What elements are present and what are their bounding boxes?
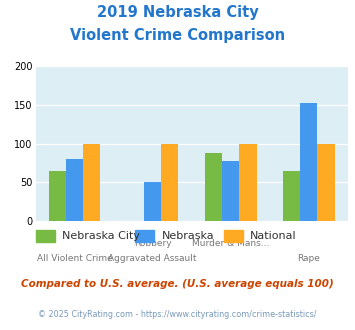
- Text: Nebraska City: Nebraska City: [62, 231, 140, 241]
- Text: © 2025 CityRating.com - https://www.cityrating.com/crime-statistics/: © 2025 CityRating.com - https://www.city…: [38, 310, 317, 319]
- Bar: [205, 153, 222, 221]
- Bar: [300, 103, 317, 221]
- Bar: [283, 171, 300, 221]
- Text: Murder & Mans...: Murder & Mans...: [192, 239, 269, 248]
- Bar: [66, 159, 83, 221]
- Bar: [317, 144, 335, 221]
- Bar: [83, 144, 100, 221]
- Text: 2019 Nebraska City: 2019 Nebraska City: [97, 5, 258, 20]
- Text: Rape: Rape: [297, 254, 320, 263]
- Bar: [239, 144, 257, 221]
- Bar: [161, 144, 179, 221]
- Text: Nebraska: Nebraska: [162, 231, 214, 241]
- Bar: [222, 161, 239, 221]
- Bar: [49, 171, 66, 221]
- Text: All Violent Crime: All Violent Crime: [37, 254, 113, 263]
- Text: Compared to U.S. average. (U.S. average equals 100): Compared to U.S. average. (U.S. average …: [21, 279, 334, 289]
- Text: Aggravated Assault: Aggravated Assault: [108, 254, 197, 263]
- Text: Violent Crime Comparison: Violent Crime Comparison: [70, 28, 285, 43]
- Text: National: National: [250, 231, 297, 241]
- Bar: [144, 182, 161, 221]
- Text: Robbery: Robbery: [134, 239, 171, 248]
